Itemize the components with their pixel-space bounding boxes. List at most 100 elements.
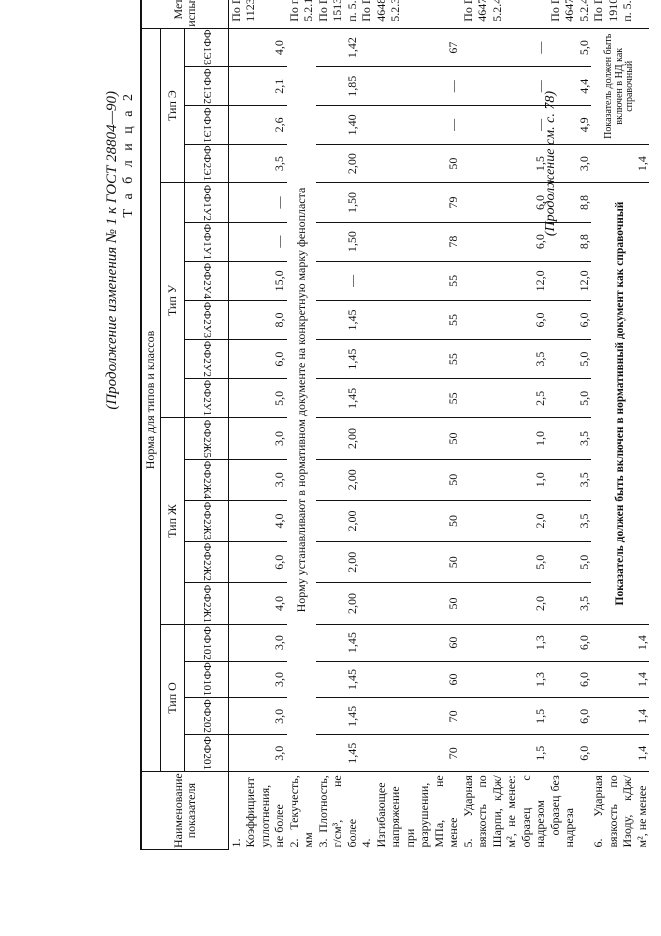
class-label: ФФ1Э3 [201,29,213,66]
value-cell: 1,45 [315,661,359,698]
class-label: ФФ2Ж4 [201,460,213,499]
value-cell: 2,5 [460,378,548,418]
value-cell: 4,0 [228,500,287,542]
norm-header: Норма для типов и классов [141,28,160,772]
class-label: ФФ1Э2 [201,68,213,105]
type-header: Тип Ж [160,417,184,625]
value-cell: 1,0 [460,417,548,460]
value-cell: 1,4 [591,734,649,772]
class-header: ФФ2У4 [184,261,228,301]
class-header: ФФ2Ж2 [184,541,228,583]
value-cell: 55 [359,300,461,340]
value-cell: 5,0 [228,378,287,418]
value-cell: 2,0 [460,500,548,542]
value-cell: 12,0 [460,261,548,301]
value-cell: 3,0 [228,734,287,772]
class-label: ФФ2У4 [201,262,213,299]
class-header: ФФ2У3 [184,300,228,340]
value-cell: 3,0 [228,624,287,662]
class-header: ФФ2Ж5 [184,417,228,460]
class-header: ФФ101 [184,661,228,698]
property-name: 1. Коэффициент уплотнения, не более [228,777,287,848]
type-header: Тип О [160,624,184,772]
value-cell: 55 [359,339,461,379]
value-cell: — [359,66,461,106]
value-cell: 2,00 [315,500,359,542]
value-cell: 60 [359,624,461,662]
table-row: 5. Ударная вязкость по Шарпи, кДж/м², не… [460,0,548,850]
value-cell: 1,4 [591,661,649,698]
class-label: ФФ2Ж2 [201,543,213,582]
value-cell: 2,0 [460,582,548,625]
value-cell: 1,3 [460,624,548,662]
property-name: 6. Ударная вязкость по Изоду, кДж/м², не… [591,775,649,848]
class-header: ФФ1У2 [184,182,228,223]
value-cell: 6,0 [228,541,287,583]
table-row: 6. Ударная вязкость по Изоду, кДж/м², не… [591,0,649,850]
value-cell: 3,0 [228,459,287,501]
class-header: ФФ1Э2 [184,66,228,106]
table-row: 1. Коэффициент уплотнения, не более 3,0 3,… [228,0,287,850]
property-name: 4. Изгибающее напряжение при разрушении,… [359,775,460,848]
value-cell: 2,1 [228,66,287,106]
value-cell: 8,0 [228,300,287,340]
value-cell: 6,0 [228,339,287,379]
class-label: ФФ2Ж3 [201,501,213,541]
test-method: По ГОСТ 4648 и п. 5.2.3 [359,0,461,29]
class-header: ФФ1Э1 [184,105,228,145]
class-label: ФФ1У2 [201,184,213,221]
class-header: ФФ201 [184,734,228,772]
value-cell: 1,4 [591,624,649,662]
value-cell: 2,00 [315,459,359,501]
value-cell: 1,45 [315,339,359,379]
value-cell: 1,50 [315,182,359,223]
value-cell: 1,45 [315,734,359,772]
name-column-header: Наименование показателя [141,771,228,850]
value-cell: 5,0 [460,541,548,583]
class-header: ФФ2У1 [184,378,228,418]
class-label: ФФ2Э1 [201,145,213,182]
value-cell: 70 [359,734,461,772]
class-label: ФФ202 [201,699,213,734]
properties-table: Наименование показателя Норма для типов … [140,0,649,850]
spanning-note-cell: Норму устанавливают в нормативном докуме… [286,28,316,772]
class-header: ФФ102 [184,624,228,662]
class-header: ФФ202 [184,697,228,735]
methods-column-header: Методы испытания [141,0,228,29]
value-cell: 79 [359,182,461,223]
value-cell: 6,0 [460,222,548,262]
type-header: Тип У [160,182,184,418]
value-cell: 1,50 [315,222,359,262]
value-cell: — [460,105,548,145]
class-header: ФФ2У2 [184,339,228,379]
value-cell: — [315,261,359,301]
value-cell: 1,42 [315,28,359,67]
value-cell: — [228,182,287,223]
value-cell: 60 [359,661,461,698]
page-title: (Продолжение изменения № 1 к ГОСТ 28804—… [104,91,120,410]
test-method: По ГОСТ 4647 и п. 5.2.4 [460,0,548,29]
value-cell: 6,0 [460,182,548,223]
value-cell: 50 [359,500,461,542]
value-cell: 67 [359,28,461,67]
value-cell: 3,5 [460,339,548,379]
value-cell: 5,0 [547,28,591,67]
reference-note-cell: Показатель должен быть включен в нормати… [591,182,649,625]
table-number: Т а б л и ц а 2 [121,91,136,218]
class-header: ФФ2Э1 [184,144,228,183]
class-label: ФФ2Ж5 [201,419,213,458]
value-cell: 4,0 [228,582,287,625]
table-row: 2. Текучесть, мм Норму устанавливают в но… [286,0,316,850]
test-method: По ГОСТ 15139 и п. 5.2.2 [315,0,359,29]
value-cell: 1,45 [315,624,359,662]
class-label: ФФ1У1 [201,223,213,260]
test-method: По ГОСТ 11234 [228,0,287,29]
value-cell: 50 [359,541,461,583]
class-header: ФФ2Ж4 [184,459,228,501]
value-cell: 2,00 [315,417,359,460]
value-cell: 50 [359,144,461,183]
class-label: ФФ2У3 [201,301,213,339]
reference-note-cell: Показатель должен быть включен в НД как … [591,28,649,145]
value-cell: 1,5 [460,144,548,183]
